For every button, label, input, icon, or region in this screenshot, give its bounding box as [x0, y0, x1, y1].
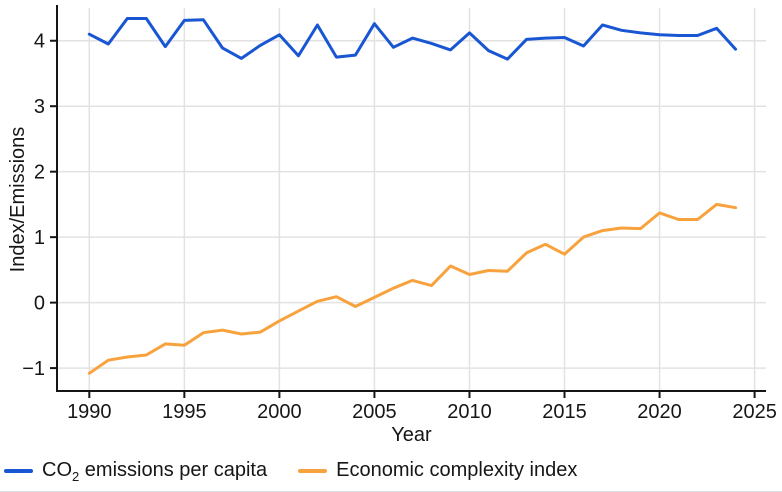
y-tick-label: 2: [34, 162, 45, 184]
y-tick-label: −1: [22, 358, 45, 380]
series-line-co2-emissions: [87, 17, 738, 61]
x-tick-label: 2025: [732, 401, 777, 423]
x-tick-label: 1995: [162, 401, 207, 423]
y-tick-label: 4: [34, 31, 45, 53]
line-chart-canvas: 1990 1995 2000 2005 2010 2015 2020 2025 −1 0 1 2 3 4 I…: [7, 5, 777, 446]
eci-series-swatch-icon: [298, 468, 328, 473]
x-tick-label: 2020: [637, 401, 682, 423]
y-tick-label: 1: [34, 227, 45, 249]
chart-legend: CO2 emissions per capita Economic comple…: [4, 459, 577, 484]
co2-series-swatch-icon: [4, 468, 33, 473]
y-axis-title: Index/Emissions: [7, 127, 29, 273]
x-tick-label: 2015: [542, 401, 587, 423]
x-tick-label: 2010: [447, 401, 492, 423]
legend-item-co2: CO2 emissions per capita: [4, 459, 268, 484]
x-tick-label: 2005: [352, 401, 397, 423]
x-tick-label: 1990: [67, 401, 112, 423]
series-line-economic-complexity: [87, 202, 738, 375]
x-axis-title: Year: [391, 424, 432, 446]
y-tick-label: 3: [34, 96, 45, 118]
y-tick-label: 0: [34, 293, 45, 315]
legend-label-co2: CO2 emissions per capita: [42, 459, 268, 484]
x-tick-label: 2000: [257, 401, 302, 423]
legend-item-eci: Economic complexity index: [298, 459, 577, 482]
legend-label-eci: Economic complexity index: [336, 459, 578, 481]
